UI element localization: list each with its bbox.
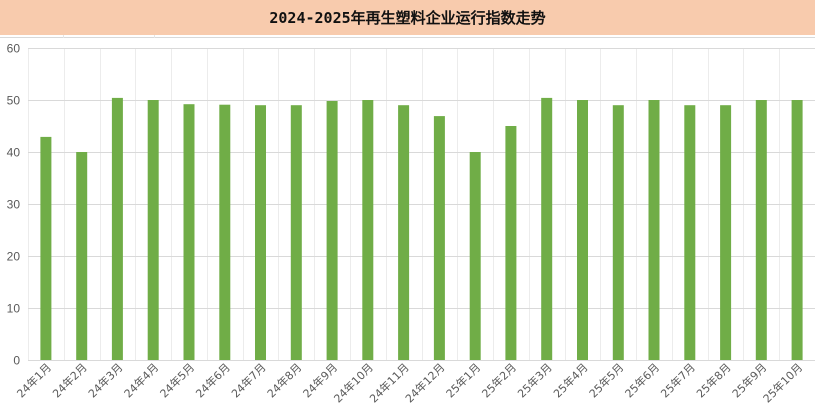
horizontal-gridlines [28,48,815,361]
x-tick-label: 25年2月 [479,360,519,400]
bar-series [40,97,803,361]
bar [76,152,88,360]
bar [111,97,123,361]
x-tick-label: 24年8月 [264,360,304,400]
y-tick-label: 60 [7,42,21,56]
bar [398,105,410,360]
x-tick-label: 25年1月 [443,360,483,400]
bar [755,100,767,360]
x-tick-label: 24年2月 [49,360,89,400]
bar [326,101,338,360]
bar [255,105,266,360]
bar [541,97,553,361]
x-axis: 24年1月24年2月24年3月24年4月24年5月24年6月24年7月24年8月… [14,360,806,405]
bar [505,126,517,360]
y-tick-label: 20 [7,250,21,264]
y-tick-label: 40 [7,146,21,160]
y-tick-label: 50 [7,94,21,108]
y-tick-label: 0 [13,354,20,368]
y-tick-label: 30 [7,198,21,212]
bar [433,116,445,360]
x-tick-label: 24年3月 [85,360,125,400]
x-tick-label: 25年6月 [622,360,662,400]
bar [290,105,302,360]
x-tick-label: 25年4月 [550,360,590,400]
y-axis: 0 10 20 30 40 50 60 [7,42,21,368]
x-tick-label: 24年12月 [402,360,447,405]
bar [147,100,159,360]
title-separator [0,37,815,38]
bar [612,105,624,360]
chart-title-band: 2024-2025年再生塑料企业运行指数走势 [0,0,815,35]
chart-title: 2024-2025年再生塑料企业运行指数走势 [269,9,546,27]
bar [219,104,231,360]
cell-divider [154,35,155,38]
x-tick-label: 24年4月 [121,360,161,400]
bar [183,104,195,360]
x-tick-label: 25年8月 [693,360,733,400]
bar [362,100,374,360]
bar [469,152,481,360]
x-tick-label: 25年3月 [515,360,555,400]
y-tick-label: 10 [7,302,21,316]
bar [791,100,803,360]
bar [684,105,696,360]
bar [648,100,660,360]
x-tick-label: 25年7月 [658,360,698,400]
x-tick-label: 24年5月 [157,360,197,400]
x-tick-label: 25年5月 [586,360,626,400]
bar [720,105,732,360]
x-tick-label: 25年10月 [760,360,805,405]
bar [577,100,588,360]
bar [40,136,52,360]
cell-divider [63,35,64,38]
x-tick-label: 24年7月 [228,360,268,400]
x-tick-label: 24年6月 [193,360,233,400]
